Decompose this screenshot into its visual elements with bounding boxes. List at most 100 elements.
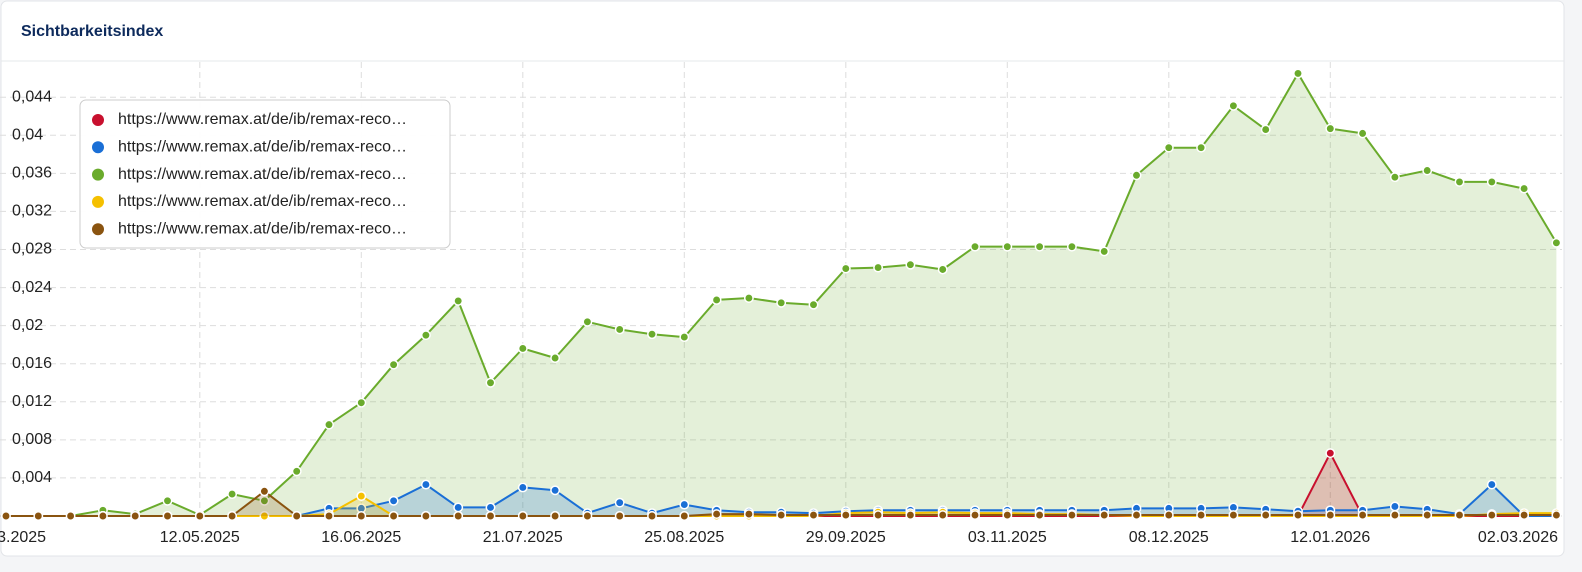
data-point <box>1002 510 1013 520</box>
data-point <box>453 511 464 521</box>
data-point <box>743 509 754 520</box>
data-point <box>420 479 431 490</box>
data-point <box>162 495 173 506</box>
data-point <box>679 499 690 510</box>
data-point <box>647 329 657 340</box>
data-point <box>1066 241 1077 252</box>
legend-label: https://www.remax.at/de/ib/remax-reco… <box>118 220 407 237</box>
data-point <box>356 511 367 521</box>
data-point <box>776 510 787 520</box>
data-point <box>1260 124 1271 135</box>
legend-label: https://www.remax.at/de/ib/remax-reco… <box>118 111 407 128</box>
data-point <box>227 511 238 521</box>
data-point <box>905 510 916 520</box>
series-area <box>6 73 1557 517</box>
y-tick-label: 0,02 <box>12 317 43 334</box>
data-point <box>1228 510 1239 520</box>
data-point <box>808 299 819 310</box>
y-tick-label: 0,016 <box>12 355 52 372</box>
data-point <box>1325 448 1336 459</box>
data-point <box>33 511 44 521</box>
data-point <box>1454 510 1465 520</box>
data-point <box>905 259 916 270</box>
x-tick-label: 16.06.2025 <box>321 529 401 546</box>
data-point <box>1196 142 1207 153</box>
y-tick-label: 0,028 <box>12 241 52 258</box>
data-point <box>388 359 399 370</box>
data-point <box>582 511 593 521</box>
data-point <box>356 491 367 501</box>
data-point <box>1422 510 1433 520</box>
data-point <box>679 511 690 521</box>
data-point <box>356 397 367 408</box>
data-point <box>485 511 496 521</box>
data-point <box>259 486 270 497</box>
data-point <box>937 510 948 520</box>
data-point <box>550 511 561 521</box>
x-tick-label: 21.07.2025 <box>483 529 563 546</box>
data-point <box>647 511 657 521</box>
data-point <box>1519 183 1530 194</box>
x-tick-label: 12.05.2025 <box>160 529 240 546</box>
data-point <box>550 353 561 363</box>
data-point <box>291 511 302 521</box>
legend-marker <box>92 141 104 154</box>
data-point <box>1325 123 1336 134</box>
data-point <box>614 497 625 508</box>
data-point <box>388 511 399 521</box>
y-tick-label: 0,032 <box>12 203 52 220</box>
data-point <box>1486 479 1497 490</box>
legend-box <box>79 99 451 249</box>
data-point <box>1099 246 1110 257</box>
data-point <box>1034 510 1045 520</box>
data-point <box>614 511 625 521</box>
data-point <box>1099 510 1110 520</box>
x-tick-label: 29.09.2025 <box>806 529 886 546</box>
data-point <box>970 510 980 520</box>
data-point <box>808 510 819 520</box>
data-point <box>259 495 270 506</box>
data-point <box>711 294 722 305</box>
data-point <box>227 489 238 500</box>
data-point <box>97 511 108 521</box>
data-point <box>485 502 496 513</box>
series-area <box>6 484 1557 516</box>
data-point <box>1389 501 1400 512</box>
y-tick-label: 0,04 <box>12 127 43 144</box>
data-point <box>1066 510 1077 520</box>
data-point <box>1163 142 1174 153</box>
data-point <box>1034 241 1045 252</box>
y-tick-label: 0,044 <box>12 88 52 105</box>
x-tick-label: 03.11.2025 <box>968 529 1047 546</box>
data-point <box>1002 241 1013 252</box>
data-point <box>679 332 690 343</box>
x-tick-label: 12.01.2026 <box>1290 529 1370 546</box>
data-point <box>1260 510 1271 520</box>
legend-label: https://www.remax.at/de/ib/remax-reco… <box>118 166 407 183</box>
data-point <box>194 511 205 521</box>
data-point <box>1551 237 1562 248</box>
data-point <box>324 419 334 430</box>
data-point <box>1519 510 1530 520</box>
y-tick-label: 0,024 <box>12 279 52 296</box>
data-point <box>420 330 431 341</box>
data-point <box>1389 510 1400 520</box>
data-point <box>1357 128 1368 139</box>
data-point <box>517 511 528 521</box>
data-point <box>388 495 399 506</box>
x-tick-label: 31.03.2025 <box>0 529 46 546</box>
chart-title: Sichtbarkeitsindex <box>21 23 163 40</box>
data-point <box>873 510 884 520</box>
legend-marker <box>92 114 104 126</box>
data-point <box>582 316 593 327</box>
legend-label: https://www.remax.at/de/ib/remax-reco… <box>118 139 407 156</box>
data-point <box>1422 165 1433 176</box>
data-point <box>1325 510 1336 520</box>
data-point <box>840 263 851 274</box>
data-point <box>324 511 334 521</box>
x-tick-label: 25.08.2025 <box>644 529 724 546</box>
data-point <box>517 482 528 493</box>
legend-marker <box>92 168 104 181</box>
data-point <box>453 502 464 513</box>
